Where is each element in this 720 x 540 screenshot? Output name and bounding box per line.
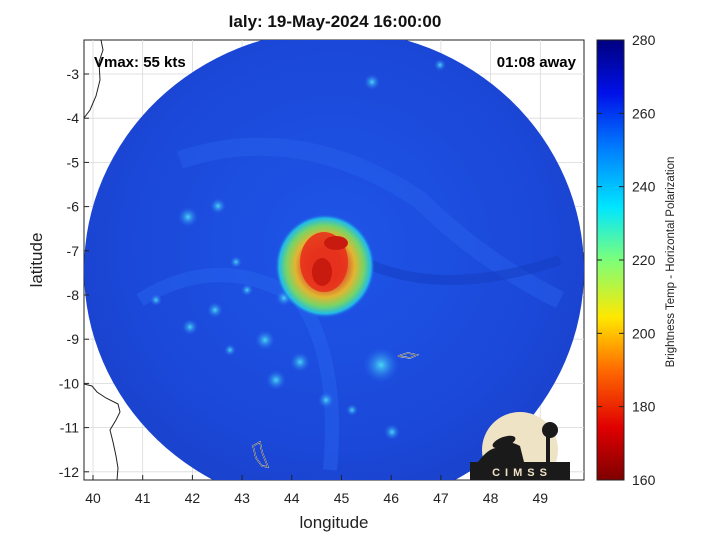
convective-spot	[210, 198, 226, 214]
vmax-label: Vmax: 55 kts	[94, 54, 186, 71]
x-tick-label: 41	[135, 490, 151, 506]
convective-spot	[241, 284, 253, 296]
x-axis: 40 41 42 43 44 45 46 47 48 49	[85, 475, 548, 506]
colorbar-tick-label: 200	[632, 325, 656, 341]
convective-spot	[255, 330, 275, 350]
x-axis-label: longitude	[299, 513, 368, 532]
convective-spot	[182, 319, 198, 335]
logo-text: CIMSS	[492, 467, 552, 479]
y-tick-label: -7	[67, 243, 80, 259]
colorbar-tick-label: 260	[632, 105, 656, 121]
convective-spot	[363, 347, 399, 383]
x-tick-label: 44	[284, 490, 300, 506]
colorbar-tick-label: 180	[632, 399, 656, 415]
y-tick-label: -6	[67, 199, 80, 215]
x-tick-label: 40	[85, 490, 101, 506]
chart-title: Ialy: 19-May-2024 16:00:00	[228, 12, 442, 31]
convective-spot	[150, 294, 162, 306]
convective-spot	[346, 404, 358, 416]
convective-spot	[318, 392, 334, 408]
rainband	[357, 255, 562, 285]
convective-spot	[266, 370, 286, 390]
x-tick-label: 45	[334, 490, 350, 506]
colorbar-tick-label: 240	[632, 179, 656, 195]
y-axis: -3 -4 -5 -6 -7 -8 -9 -10 -11 -12	[59, 66, 89, 480]
y-tick-label: -3	[67, 66, 80, 82]
convective-spot	[224, 344, 236, 356]
y-tick-label: -11	[60, 420, 79, 436]
colorbar-label: Brightness Temp - Horizontal Polarizatio…	[665, 157, 677, 368]
colorbar-ticks: 280 260 240 220 200 180 160	[597, 32, 656, 488]
colorbar-tick-label: 160	[632, 472, 656, 488]
x-tick-label: 46	[383, 490, 399, 506]
y-tick-label: -12	[59, 464, 79, 480]
convective-spot	[384, 424, 400, 440]
cimss-logo: CIMSS	[470, 412, 570, 480]
y-tick-label: -9	[67, 331, 80, 347]
island-outline	[397, 352, 418, 359]
y-tick-label: -8	[67, 287, 80, 303]
x-tick-label: 49	[533, 490, 549, 506]
colorbar-tick-label: 280	[632, 32, 656, 48]
time-away-label: 01:08 away	[497, 54, 577, 71]
y-tick-label: -4	[67, 110, 80, 126]
convective-spot	[290, 352, 310, 372]
y-tick-label: -10	[59, 375, 79, 391]
convective-spot	[230, 256, 242, 268]
convective-spots	[150, 59, 446, 440]
storm-core-hot	[312, 258, 332, 286]
y-axis-label: latitude	[27, 233, 46, 288]
convective-spot	[434, 59, 446, 71]
convective-spot	[207, 302, 223, 318]
colorbar-tick-label: 220	[632, 252, 656, 268]
x-tick-label: 43	[234, 490, 250, 506]
storm-core-hot	[324, 236, 348, 250]
x-tick-label: 42	[185, 490, 201, 506]
coastline-left	[84, 40, 121, 480]
y-tick-label: -5	[67, 154, 80, 170]
x-tick-label: 48	[483, 490, 499, 506]
x-tick-label: 47	[433, 490, 449, 506]
convective-spot	[178, 207, 198, 227]
convective-spot	[364, 74, 380, 90]
island-outline	[252, 441, 269, 468]
